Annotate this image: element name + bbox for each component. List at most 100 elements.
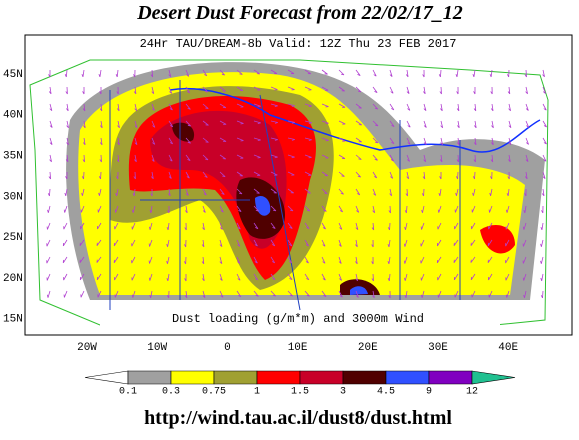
wind-arrow — [201, 239, 205, 248]
wind-arrow — [540, 239, 544, 247]
wind-arrow — [420, 273, 425, 281]
wind-arrow — [202, 273, 205, 282]
wind-arrow — [437, 290, 442, 298]
wind-arrow — [219, 188, 225, 195]
wind-arrow — [99, 86, 102, 95]
wind-arrow — [114, 273, 119, 281]
wind-arrow — [117, 120, 120, 129]
wind-arrow — [338, 137, 346, 142]
wind-arrow — [151, 86, 155, 95]
wind-arrow — [253, 273, 259, 281]
wind-arrow — [168, 69, 172, 78]
wind-arrow — [219, 290, 224, 298]
wind-arrow — [253, 256, 258, 264]
wind-arrow — [372, 137, 379, 144]
wind-arrow — [454, 290, 459, 298]
wind-arrow — [63, 222, 68, 230]
wind-arrow — [219, 120, 227, 125]
colorbar-segment — [213, 370, 258, 385]
wind-arrow — [151, 154, 155, 162]
wind-arrow — [454, 205, 459, 213]
wind-arrow — [64, 69, 68, 78]
wind-arrow — [489, 69, 493, 78]
wind-arrow — [506, 188, 510, 197]
wind-arrow — [321, 137, 329, 142]
wind-arrow — [405, 69, 409, 78]
lat-label: 25N — [3, 232, 23, 244]
wind-arrow — [99, 154, 102, 163]
wind-arrow — [116, 103, 120, 112]
wind-arrow — [487, 239, 493, 247]
wind-arrow — [472, 188, 476, 196]
wind-arrow — [439, 154, 443, 163]
wind-arrow — [389, 120, 395, 127]
wind-arrow — [420, 256, 425, 264]
wind-arrow — [491, 120, 494, 129]
wind-arrow — [456, 137, 460, 146]
wind-arrow — [134, 137, 138, 145]
wind-arrow — [338, 222, 343, 230]
wind-arrow — [542, 69, 545, 78]
wind-arrow — [202, 120, 209, 126]
wind-arrow — [149, 205, 153, 214]
wind-arrow — [253, 239, 258, 247]
wind-arrow — [219, 154, 226, 160]
wind-arrow — [253, 69, 261, 75]
wind-arrow — [321, 256, 326, 264]
wind-arrow — [371, 222, 375, 231]
wind-arrow — [321, 290, 327, 298]
wind-arrow — [355, 188, 361, 196]
wind-arrow — [355, 273, 359, 282]
wind-arrow — [454, 222, 459, 230]
wind-arrow — [168, 120, 174, 128]
wind-arrow — [487, 256, 493, 264]
wind-arrow — [82, 103, 86, 112]
wind-arrow — [132, 205, 136, 213]
wind-arrow — [404, 290, 408, 299]
wind-arrow — [49, 120, 53, 128]
wind-arrow — [437, 273, 442, 281]
wind-arrow — [506, 205, 510, 213]
wind-arrow — [253, 86, 261, 91]
wind-arrow — [471, 222, 476, 230]
wind-arrow — [457, 120, 460, 129]
wind-arrow — [270, 137, 278, 141]
colorbar-label: 3 — [340, 387, 346, 398]
dust-blue — [350, 286, 368, 295]
wind-arrow — [387, 273, 391, 282]
wind-arrow — [473, 137, 477, 146]
wind-arrow — [48, 69, 51, 78]
lon-labels: 20W 10W 0 10E 20E 30E 40E — [77, 342, 518, 354]
wind-arrow — [270, 103, 278, 107]
wind-arrow — [505, 222, 510, 230]
wind-arrow — [387, 256, 391, 265]
wind-arrow — [507, 69, 510, 78]
wind-arrow — [236, 222, 241, 230]
wind-arrow — [49, 103, 53, 112]
wind-arrow — [219, 103, 227, 109]
wind-arrow — [403, 239, 408, 247]
wind-arrow — [404, 273, 408, 281]
lat-label: 35N — [3, 151, 23, 163]
wind-arrow — [372, 69, 377, 77]
wind-arrow — [82, 86, 85, 95]
wind-arrow — [338, 273, 343, 281]
colorbar-segment — [256, 370, 301, 385]
wind-arrow — [491, 137, 494, 146]
wind-arrow — [236, 86, 244, 91]
wind-arrow — [338, 290, 343, 298]
lon-label: 30E — [428, 342, 448, 354]
wind-arrow — [99, 137, 103, 146]
wind-arrow — [63, 205, 68, 213]
lon-label: 40E — [498, 342, 518, 354]
wind-arrow — [321, 222, 326, 230]
wind-arrow — [304, 239, 309, 247]
wind-arrow — [505, 273, 510, 281]
wind-arrow — [66, 137, 69, 146]
lon-label: 20W — [77, 342, 97, 354]
wind-arrow — [355, 103, 362, 109]
wind-arrow — [355, 205, 360, 213]
colorbar-segment — [428, 370, 473, 385]
wind-arrow — [185, 137, 191, 144]
